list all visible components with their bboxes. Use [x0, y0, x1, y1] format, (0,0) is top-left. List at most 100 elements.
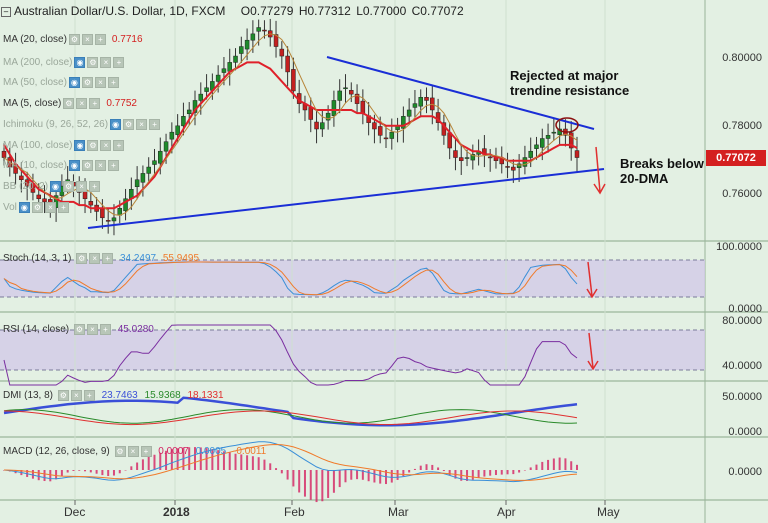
macd-bar [176, 448, 179, 470]
macd-bar [188, 447, 191, 470]
candle-body [111, 217, 117, 222]
settings-icon[interactable]: ⚙ [81, 76, 93, 88]
indicator-row[interactable]: MA (200, close) ◉ ⚙ × + [3, 56, 125, 69]
close-icon[interactable]: × [89, 253, 101, 264]
more-icon[interactable]: + [83, 390, 95, 401]
collapse-icon[interactable]: – [1, 7, 11, 17]
close-icon[interactable]: × [136, 118, 148, 130]
macd-bar [541, 461, 544, 470]
annotation-resistance[interactable]: Rejected at major trendine resistance [510, 68, 630, 98]
visibility-icon[interactable]: ◉ [68, 159, 80, 171]
close-icon[interactable]: × [76, 97, 88, 109]
more-icon[interactable]: + [102, 253, 114, 264]
settings-icon[interactable]: ⚙ [73, 324, 85, 335]
time-axis-label: Mar [388, 505, 409, 519]
lower-trendline[interactable] [87, 168, 605, 229]
close-icon[interactable]: × [94, 159, 106, 171]
indicator-row[interactable]: MA (5, close) ⚙ × +0.7752 [3, 97, 137, 110]
candle-body [511, 166, 516, 171]
macd-bar [338, 470, 341, 488]
macd-bar [408, 470, 411, 473]
settings-icon[interactable]: ⚙ [68, 33, 80, 45]
close-icon[interactable]: × [127, 446, 139, 457]
settings-icon[interactable]: ⚙ [57, 390, 69, 401]
more-icon[interactable]: + [57, 201, 69, 213]
macd-bar [60, 470, 63, 477]
candle-body [291, 69, 296, 92]
macd-bar [471, 470, 474, 480]
close-icon[interactable]: × [100, 56, 112, 68]
upper-trendline[interactable] [326, 56, 595, 130]
candle-body [383, 137, 389, 140]
visibility-icon[interactable]: ◉ [18, 201, 30, 213]
more-icon[interactable]: + [89, 180, 101, 192]
indicator-row[interactable]: BB (20, 2) ◉ ⚙ × + [3, 180, 101, 193]
settings-icon[interactable]: ⚙ [31, 201, 43, 213]
visibility-icon[interactable]: ◉ [68, 76, 80, 88]
indicator-row[interactable]: MA (20, close) ⚙ × +0.7716 [3, 33, 143, 46]
settings-icon[interactable]: ⚙ [63, 97, 75, 109]
macd-bar [390, 470, 393, 483]
macd-bar [315, 470, 318, 503]
candle-body [331, 100, 337, 116]
macd-bar [89, 470, 92, 473]
visibility-icon[interactable]: ◉ [74, 56, 86, 68]
more-icon[interactable]: + [113, 139, 125, 151]
macd-legend[interactable]: MACD (12, 26, close, 9) ⚙ × + 0.0007 0.000… [3, 446, 266, 457]
more-icon[interactable]: + [89, 97, 101, 109]
visibility-icon[interactable]: ◉ [74, 139, 86, 151]
visibility-icon[interactable]: ◉ [110, 118, 122, 130]
candle-body [88, 201, 94, 206]
close-icon[interactable]: × [81, 33, 93, 45]
close-icon[interactable]: × [86, 324, 98, 335]
candle-body [406, 109, 412, 117]
annotation-dma[interactable]: Breaks below 20-DMA [620, 156, 704, 186]
more-icon[interactable]: + [149, 118, 161, 130]
macd-bar [361, 470, 364, 480]
macd-bar [564, 458, 567, 470]
candle-body [221, 68, 227, 73]
indicator-row[interactable]: MA (10, close) ◉ ⚙ × + [3, 159, 119, 172]
indicator-row[interactable]: Vol ◉ ⚙ × + [3, 201, 69, 214]
rsi-legend[interactable]: RSI (14, close) ⚙ × + 45.0280 [3, 324, 154, 335]
close-icon[interactable]: × [70, 390, 82, 401]
visibility-icon[interactable]: ◉ [50, 180, 62, 192]
indicator-row[interactable]: MA (100, close) ◉ ⚙ × + [3, 139, 125, 152]
candle-body [343, 87, 348, 90]
macd-bar [552, 458, 555, 470]
indicator-row[interactable]: Ichimoku (9, 26, 52, 26) ◉ ⚙ × + [3, 118, 161, 131]
more-icon[interactable]: + [107, 76, 119, 88]
settings-icon[interactable]: ⚙ [87, 56, 99, 68]
macd-bar [321, 470, 324, 502]
close-icon[interactable]: × [100, 139, 112, 151]
symbol-title[interactable]: Australian Dollar/U.S. Dollar, 1D, FXCM [14, 4, 226, 18]
macd-bar [448, 470, 451, 476]
stoch-legend[interactable]: Stoch (14, 3, 1) ⚙ × + 34.2497 55.9495 [3, 253, 199, 264]
settings-icon[interactable]: ⚙ [81, 159, 93, 171]
macd-bar [269, 463, 272, 470]
settings-icon[interactable]: ⚙ [87, 139, 99, 151]
more-icon[interactable]: + [140, 446, 152, 457]
close-icon[interactable]: × [94, 76, 106, 88]
settings-icon[interactable]: ⚙ [76, 253, 88, 264]
candle-body [53, 195, 59, 208]
close-icon[interactable]: × [76, 180, 88, 192]
macd-bar [275, 468, 278, 470]
settings-icon[interactable]: ⚙ [123, 118, 135, 130]
indicator-row[interactable]: MA (50, close) ◉ ⚙ × + [3, 76, 119, 89]
indicator-value: 0.7752 [106, 98, 137, 109]
settings-icon[interactable]: ⚙ [114, 446, 126, 457]
more-icon[interactable]: + [94, 33, 106, 45]
dmi-legend[interactable]: DMI (13, 8) ⚙ × + 23.7463 15.9368 18.1331 [3, 390, 224, 401]
candle-body [337, 90, 342, 101]
settings-icon[interactable]: ⚙ [63, 180, 75, 192]
close-icon[interactable]: × [44, 201, 56, 213]
more-icon[interactable]: + [113, 56, 125, 68]
candle-body [528, 150, 533, 158]
candle-body [551, 131, 557, 134]
ohlc-high: H0.77312 [298, 4, 351, 18]
more-icon[interactable]: + [107, 159, 119, 171]
more-icon[interactable]: + [99, 324, 111, 335]
candle-body [522, 157, 528, 167]
